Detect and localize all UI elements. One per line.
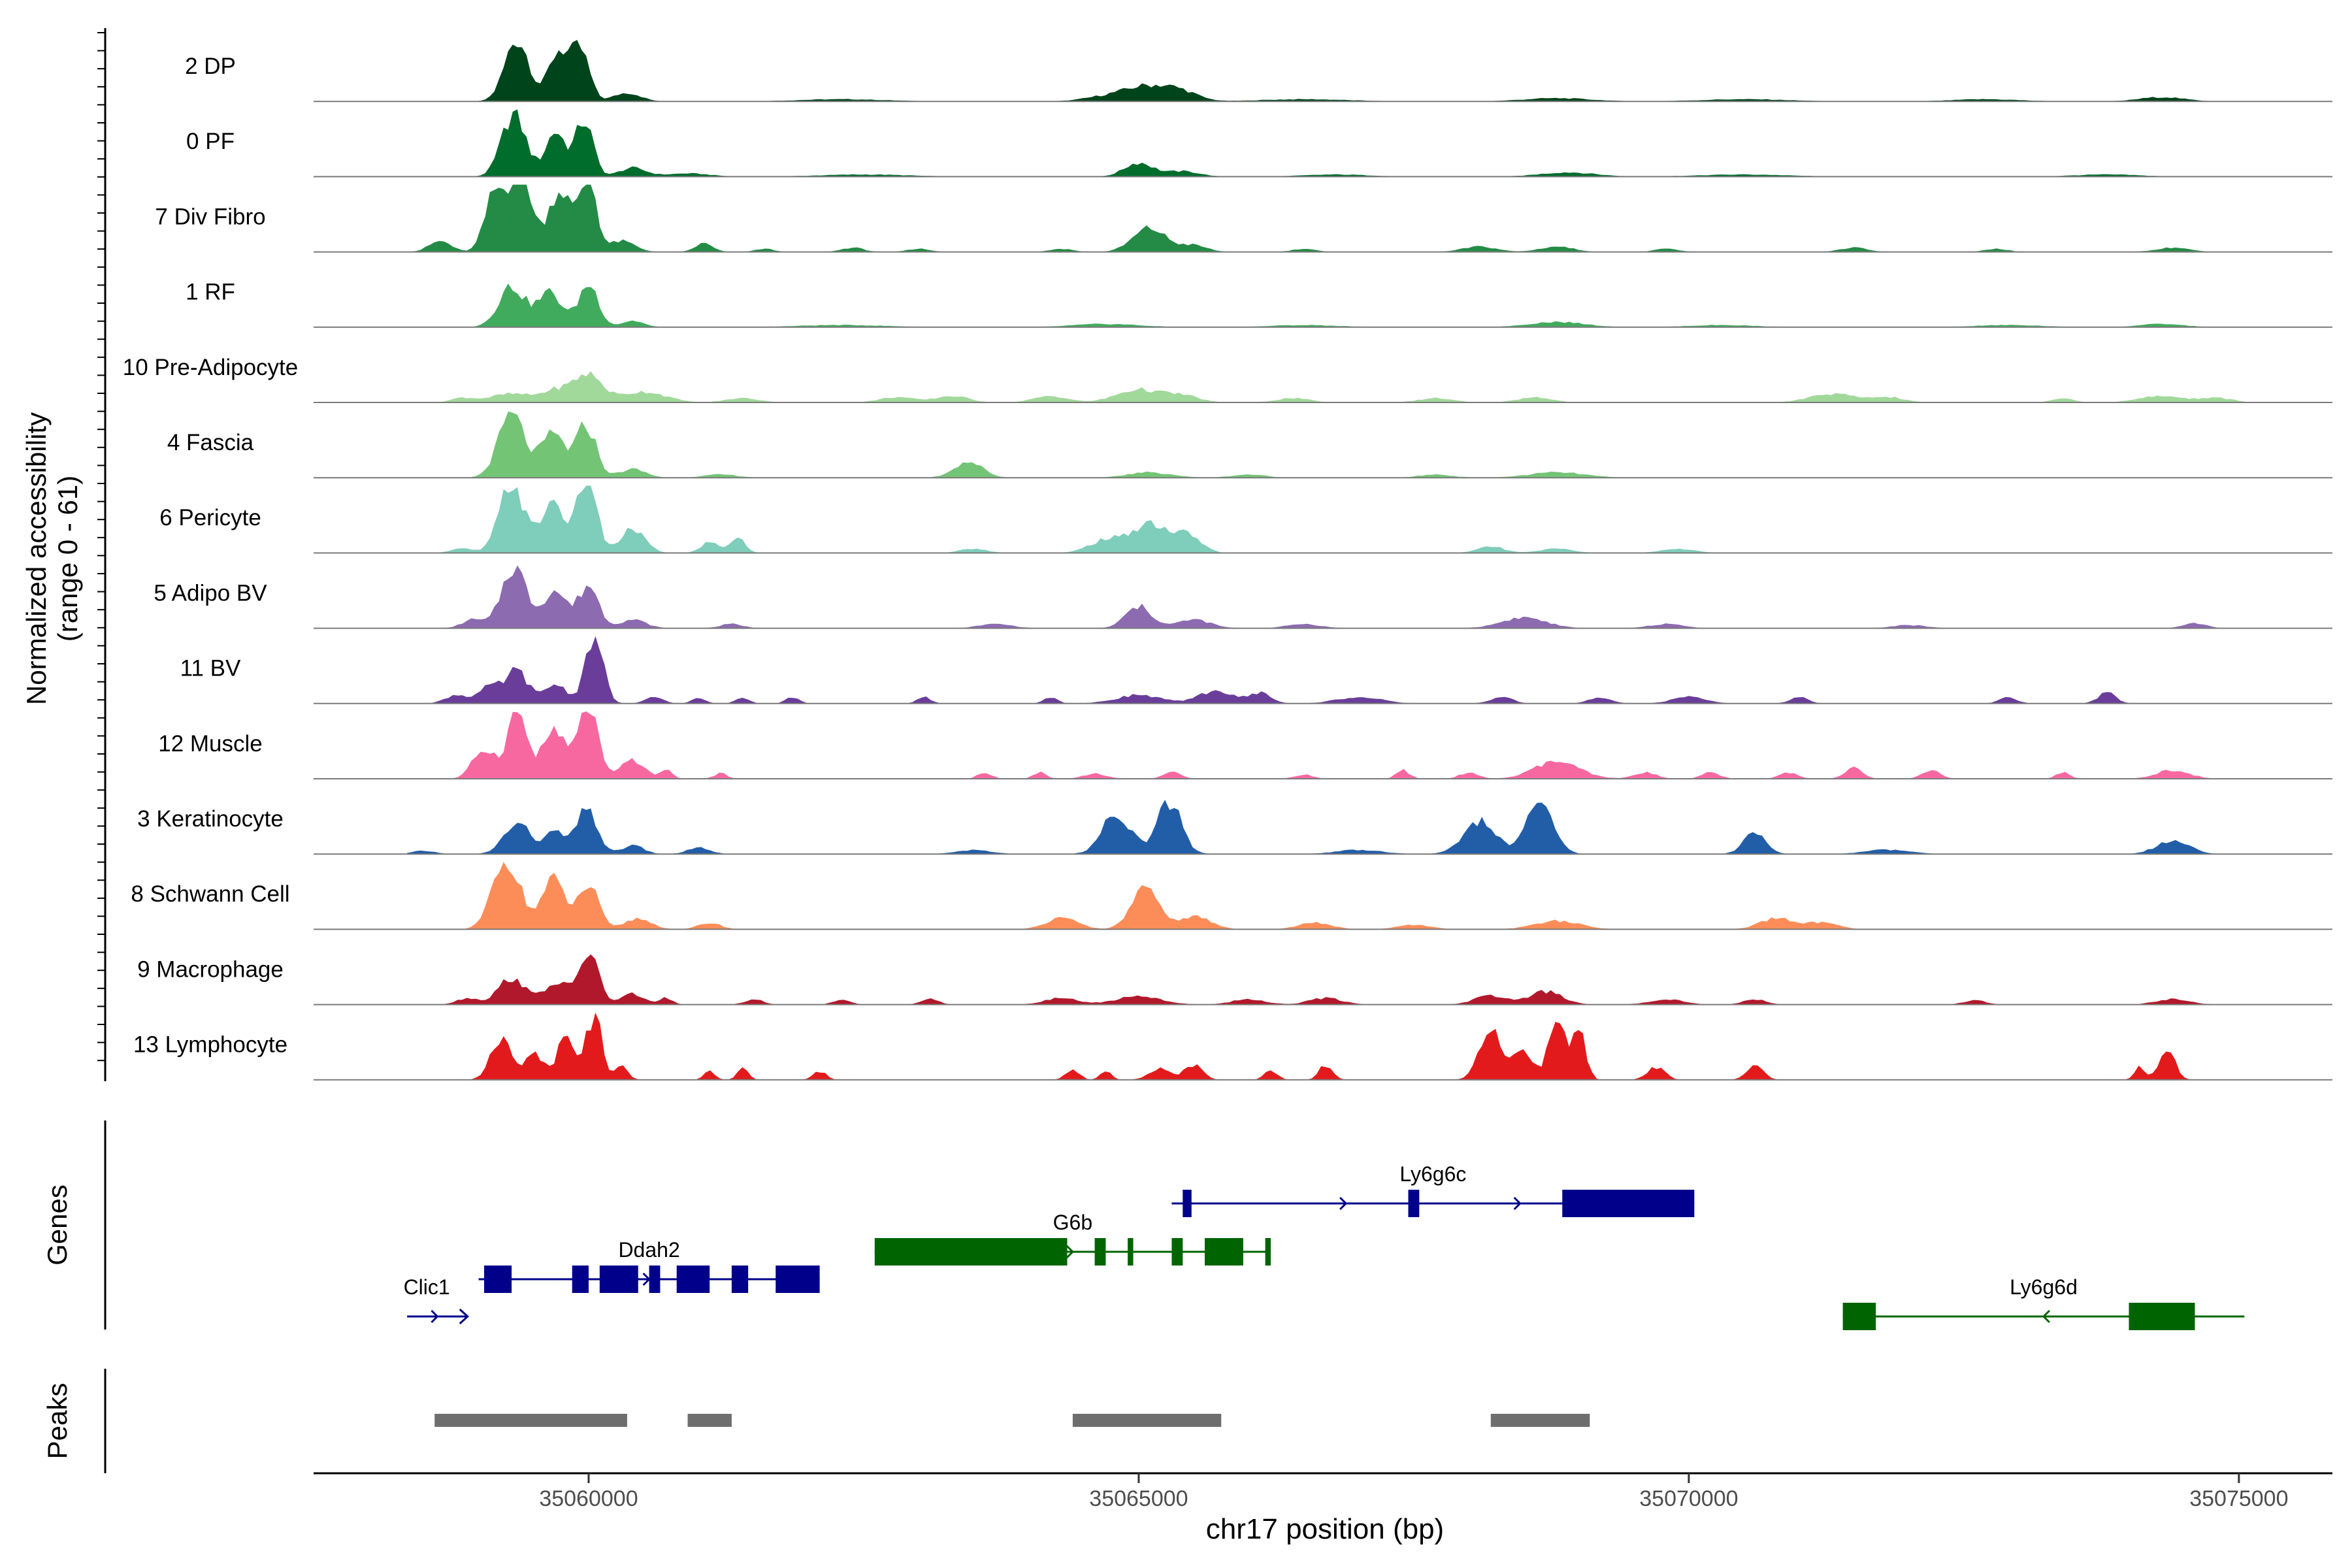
coverage-track: 7 Div Fibro [155,184,2332,253]
coverage-tracks: 2 DP 0 PF 7 Div Fibro 1 RF 10 Pre-Adipocyte 4… [123,40,2332,1081]
coverage-track: 1 RF [186,280,2332,328]
gene-model: Ly6g6d [1842,1275,2245,1330]
gene-exon [1562,1190,1695,1217]
peak-region [1490,1414,1590,1427]
coverage-area [407,485,2245,553]
strand-arrow-icon [2042,1309,2051,1324]
coverage-track: 10 Pre-Adipocyte [123,355,2332,403]
gene-exon [1842,1303,1876,1330]
genes-panel-label: Genes [42,1184,73,1266]
gene-exon [1265,1238,1271,1266]
coverage-area [407,40,2245,102]
strand-arrow-icon [1066,1245,1075,1259]
gene-exon [676,1266,710,1293]
gene-exon [572,1266,589,1293]
coverage-area [407,184,2245,252]
coverage-track: 3 Keratinocyte [137,800,2332,855]
gene-exon [599,1266,638,1293]
coverage-area [407,283,2245,327]
gene-exon [1408,1190,1420,1217]
gene-model: Clic1 [404,1275,469,1325]
gene-exon [1183,1190,1192,1217]
coverage-track: 9 Macrophage [137,954,2332,1005]
track-label: 3 Keratinocyte [137,806,284,832]
gene-exon [1171,1238,1183,1266]
track-label: 2 DP [185,54,236,79]
gene-exon [1128,1238,1134,1266]
gene-exon [2129,1303,2195,1330]
gene-model: Ly6g6c [1171,1162,1695,1217]
gene-label: Clic1 [404,1275,450,1299]
coverage-area [407,800,2245,855]
gene-label: G6b [1053,1211,1092,1234]
gene-exon [1204,1238,1243,1266]
coverage-area [407,711,2245,779]
gene-label: Ly6g6c [1399,1162,1466,1186]
coverage-area [407,954,2245,1005]
gene-label: Ddah2 [618,1238,679,1262]
coverage-track: 13 Lymphocyte [133,1012,2332,1081]
coverage-track: 12 Muscle [158,711,2332,779]
y-axis-label: Normalized accessibility [21,412,52,705]
gene-exon [1094,1238,1106,1266]
gene-model: Ddah2 [478,1238,820,1293]
peaks-panel-label: Peaks [42,1383,73,1460]
coverage-track: 4 Fascia [167,411,2332,479]
axes: 35060000 35065000 35070000 35075000 [97,28,2332,1511]
x-tick-label: 35065000 [1089,1486,1188,1511]
peak-region [1072,1414,1222,1427]
track-label: 13 Lymphocyte [133,1032,287,1058]
coverage-area [407,371,2245,402]
track-label: 8 Schwann Cell [131,881,289,907]
coverage-track: 5 Adipo BV [154,565,2332,629]
coverage-track: 0 PF [186,109,2332,178]
strand-arrow-icon [459,1308,469,1325]
track-label: 10 Pre-Adipocyte [123,355,298,380]
track-label: 9 Macrophage [137,956,284,982]
track-label: 6 Pericyte [159,505,261,531]
peak-region [687,1414,732,1427]
coverage-track: 6 Pericyte [159,485,2332,554]
coverage-area [407,1012,2245,1080]
coverage-area [407,411,2245,478]
gene-label: Ly6g6d [2010,1275,2078,1299]
track-label: 7 Div Fibro [155,204,265,229]
track-label: 0 PF [186,129,235,154]
track-label: 1 RF [186,280,235,305]
strand-arrow-icon [431,1309,439,1324]
coverage-track: 2 DP [185,40,2332,103]
coverage-track: 8 Schwann Cell [131,862,2332,930]
gene-exon [874,1238,1068,1266]
track-label: 4 Fascia [167,430,254,455]
gene-exon [649,1266,661,1293]
gene-exon [731,1266,749,1293]
track-label: 12 Muscle [158,731,263,757]
track-label: 11 BV [180,656,241,681]
coverage-area [407,862,2245,930]
peaks-panel [434,1414,1590,1427]
coverage-area [407,565,2245,629]
x-axis-label: chr17 position (bp) [1206,1513,1444,1545]
x-tick-label: 35075000 [2189,1486,2288,1511]
coverage-track: 11 BV [180,636,2332,704]
gene-annotation-panel: Clic1 Ddah2 G6b Ly6g6c Ly6g6d [404,1162,2245,1330]
x-tick-label: 35070000 [1639,1486,1738,1511]
gene-model: G6b [874,1211,1271,1266]
track-label: 5 Adipo BV [154,580,267,606]
strand-arrow-icon [1339,1196,1348,1211]
strand-arrow-icon [1513,1196,1522,1211]
x-tick-label: 35060000 [539,1486,638,1511]
gene-exon [484,1266,512,1293]
y-axis-range-label: (range 0 - 61) [52,476,83,642]
peak-region [434,1414,627,1427]
coverage-area [407,636,2245,704]
coverage-area [407,109,2245,177]
gene-exon [776,1266,820,1293]
